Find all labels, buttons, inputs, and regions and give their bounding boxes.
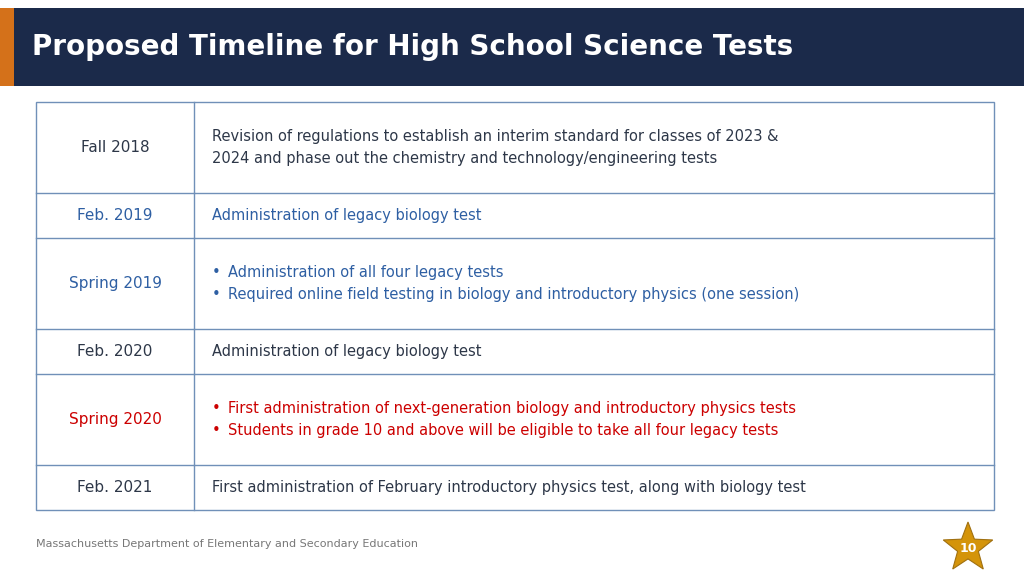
Text: Feb. 2019: Feb. 2019 [77, 208, 153, 223]
Text: Administration of legacy biology test: Administration of legacy biology test [212, 344, 481, 359]
Polygon shape [943, 522, 992, 569]
Text: Massachusetts Department of Elementary and Secondary Education: Massachusetts Department of Elementary a… [36, 539, 418, 549]
Text: Revision of regulations to establish an interim standard for classes of 2023 &: Revision of regulations to establish an … [212, 129, 778, 144]
Text: •: • [212, 423, 221, 438]
FancyBboxPatch shape [36, 102, 994, 510]
Text: Spring 2019: Spring 2019 [69, 276, 162, 291]
Text: •: • [212, 265, 221, 280]
Text: Students in grade 10 and above will be eligible to take all four legacy tests: Students in grade 10 and above will be e… [228, 423, 778, 438]
Text: Fall 2018: Fall 2018 [81, 140, 150, 155]
Text: 2024 and phase out the chemistry and technology/engineering tests: 2024 and phase out the chemistry and tec… [212, 151, 718, 166]
Text: 10: 10 [959, 541, 977, 555]
Text: Feb. 2020: Feb. 2020 [78, 344, 153, 359]
Text: Spring 2020: Spring 2020 [69, 412, 162, 427]
Text: First administration of next-generation biology and introductory physics tests: First administration of next-generation … [228, 401, 796, 416]
FancyBboxPatch shape [0, 8, 14, 86]
Text: Administration of legacy biology test: Administration of legacy biology test [212, 208, 481, 223]
Text: First administration of February introductory physics test, along with biology t: First administration of February introdu… [212, 480, 806, 495]
FancyBboxPatch shape [0, 8, 1024, 86]
Text: •: • [212, 401, 221, 416]
Text: Required online field testing in biology and introductory physics (one session): Required online field testing in biology… [228, 287, 800, 302]
Text: •: • [212, 287, 221, 302]
Text: Administration of all four legacy tests: Administration of all four legacy tests [228, 265, 504, 280]
Text: Proposed Timeline for High School Science Tests: Proposed Timeline for High School Scienc… [32, 33, 794, 61]
Text: Feb. 2021: Feb. 2021 [78, 480, 153, 495]
